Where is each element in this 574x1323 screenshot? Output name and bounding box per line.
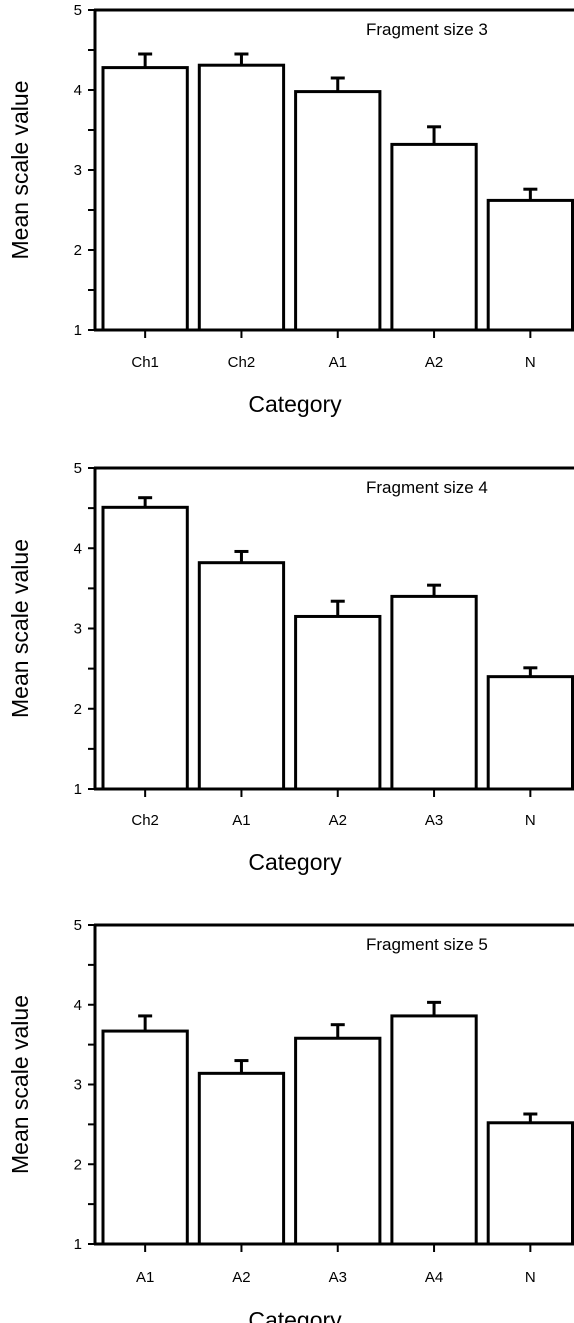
y-tick-label: 1 (74, 322, 82, 339)
bar-A2 (294, 614, 382, 791)
chart-panel-2: Ch2 A1 A2 A3 N 1 2 3 4 5 Mean scale value Category F… (7, 460, 574, 875)
category-label-A4: A4 (425, 1269, 443, 1286)
bar-N (486, 675, 574, 791)
y-tick-label: 3 (74, 162, 82, 179)
category-label-N: N (525, 1269, 536, 1286)
panel-title: Fragment size 3 (366, 20, 488, 39)
x-axis-title: Category (248, 849, 342, 875)
y-tick-label: 3 (74, 621, 82, 638)
bar-A1 (294, 90, 382, 332)
y-tick-label: 4 (74, 82, 82, 99)
bar-A3 (390, 594, 478, 791)
bar-N (486, 198, 574, 332)
bar-Ch1 (101, 66, 189, 332)
category-label-A2: A2 (329, 812, 347, 829)
y-tick-label: 2 (74, 1156, 82, 1173)
panel-title: Fragment size 4 (366, 478, 488, 497)
y-axis-title: Mean scale value (7, 539, 33, 718)
bar-A1 (197, 561, 286, 791)
bar-A3 (294, 1036, 382, 1246)
category-label-A3: A3 (329, 1269, 347, 1286)
y-tick-label: 5 (74, 2, 82, 19)
y-tick-label: 4 (74, 997, 82, 1014)
category-label-A1: A1 (232, 812, 250, 829)
y-tick-label: 4 (74, 540, 82, 557)
category-label-Ch2: Ch2 (131, 812, 159, 829)
y-tick-label: 3 (74, 1077, 82, 1094)
category-label-A3: A3 (425, 812, 443, 829)
y-tick-label: 2 (74, 701, 82, 718)
y-axis-title: Mean scale value (7, 995, 33, 1174)
y-tick-label: 2 (74, 242, 82, 259)
category-label-Ch1: Ch1 (131, 354, 159, 371)
y-tick-label: 1 (74, 781, 82, 798)
category-label-A1: A1 (329, 354, 347, 371)
bar-Ch2 (197, 63, 286, 332)
category-label-A2: A2 (232, 1269, 250, 1286)
bar-A1 (101, 1029, 189, 1246)
bar-A2 (390, 142, 478, 332)
y-tick-label: 5 (74, 917, 82, 934)
x-axis-title: Category (248, 391, 342, 417)
x-axis-title: Category (248, 1307, 342, 1323)
category-label-N: N (525, 812, 536, 829)
y-tick-label: 1 (74, 1236, 82, 1253)
category-label-A2: A2 (425, 354, 443, 371)
y-axis-title: Mean scale value (7, 81, 33, 260)
bar-A4 (390, 1014, 478, 1246)
y-tick-label: 5 (74, 460, 82, 477)
bar-Ch2 (101, 505, 189, 791)
category-label-A1: A1 (136, 1269, 154, 1286)
category-label-N: N (525, 354, 536, 371)
category-label-Ch2: Ch2 (228, 354, 256, 371)
bar-A2 (197, 1071, 286, 1246)
panel-title: Fragment size 5 (366, 935, 488, 954)
chart-panel-1: Ch1 Ch2 A1 A2 N 1 2 3 4 5 Mean scale value Category… (7, 2, 574, 417)
chart-panel-3: A1 A2 A3 A4 N 1 2 3 4 5 Mean scale value Category Fr… (7, 917, 574, 1323)
bar-N (486, 1121, 574, 1246)
